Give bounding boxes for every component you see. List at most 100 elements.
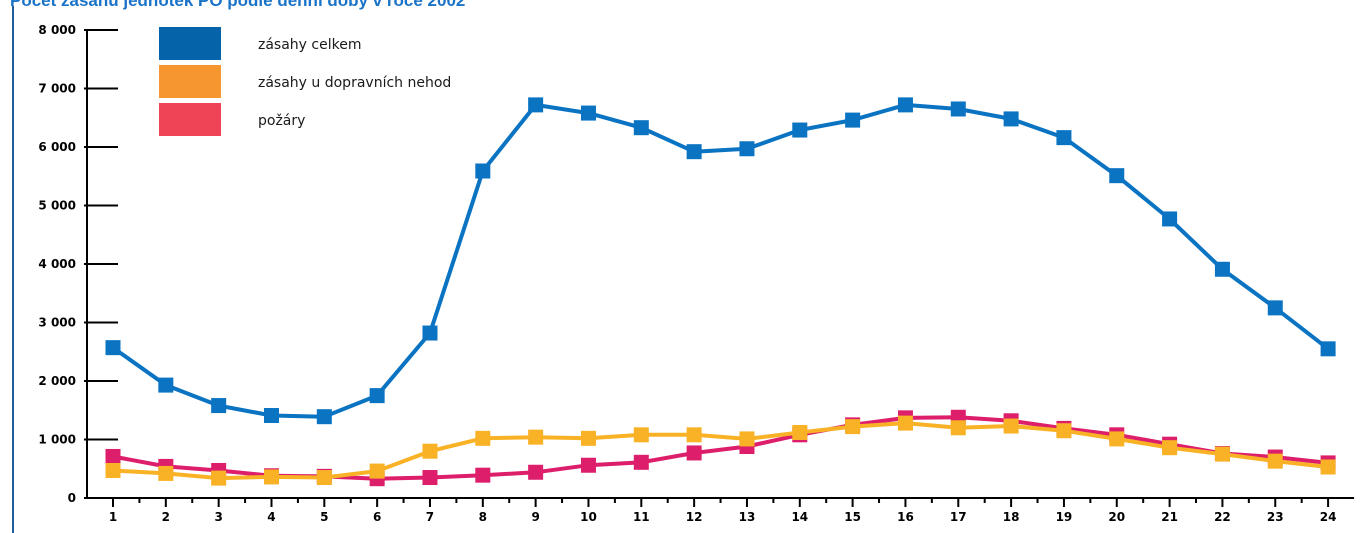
- data-point: [686, 144, 702, 160]
- series-line: [111, 102, 1330, 419]
- data-point: [1267, 453, 1283, 469]
- data-point: [369, 463, 385, 479]
- data-point: [845, 112, 861, 128]
- data-point: [950, 101, 966, 117]
- x-tick-label: 9: [531, 510, 539, 524]
- data-point: [1109, 431, 1125, 447]
- x-tick-label: 12: [686, 510, 703, 524]
- series-1: [105, 97, 1336, 425]
- data-point: [528, 429, 544, 445]
- data-point: [1003, 111, 1019, 127]
- x-tick-label: 18: [1003, 510, 1020, 524]
- data-point: [580, 105, 596, 121]
- left-border-rule: [12, 6, 14, 533]
- data-point: [1267, 300, 1283, 316]
- data-point: [105, 463, 121, 479]
- y-tick-label: 3 000: [38, 316, 76, 330]
- data-point: [475, 163, 491, 179]
- x-tick-label: 3: [214, 510, 222, 524]
- data-point: [528, 464, 544, 480]
- data-point: [1214, 446, 1230, 462]
- x-tick-label: 5: [320, 510, 328, 524]
- series-layer: [105, 97, 1336, 487]
- data-point: [686, 445, 702, 461]
- legend: zásahy celkem zásahy u dopravních nehod po…: [159, 27, 451, 136]
- data-point: [739, 141, 755, 157]
- y-tick-label: 2 000: [38, 374, 76, 388]
- x-tick-label: 16: [897, 510, 914, 524]
- legend-label: požáry: [258, 113, 305, 129]
- data-point: [528, 97, 544, 113]
- y-tick-label: 1 000: [38, 433, 76, 447]
- y-tick-label: 7 000: [38, 82, 76, 96]
- data-point: [1162, 440, 1178, 456]
- y-tick-label: 0: [68, 491, 76, 505]
- x-tick-label: 4: [267, 510, 275, 524]
- data-point: [686, 427, 702, 443]
- y-tick-label: 5 000: [38, 199, 76, 213]
- data-point: [475, 467, 491, 483]
- data-point: [105, 340, 121, 356]
- x-tick-label: 21: [1161, 510, 1178, 524]
- x-tick-label: 11: [633, 510, 650, 524]
- y-tick-label: 6 000: [38, 140, 76, 154]
- x-tick-label: 22: [1214, 510, 1231, 524]
- data-point: [263, 469, 279, 485]
- data-point: [1056, 130, 1072, 146]
- data-point: [633, 120, 649, 136]
- data-point: [105, 448, 121, 464]
- x-tick-label: 14: [791, 510, 808, 524]
- data-point: [1109, 168, 1125, 184]
- data-point: [633, 427, 649, 443]
- x-tick-label: 23: [1267, 510, 1284, 524]
- x-tick-label: 2: [162, 510, 170, 524]
- data-point: [792, 424, 808, 440]
- data-point: [1056, 423, 1072, 439]
- x-tick-label: 1: [109, 510, 117, 524]
- data-point: [739, 431, 755, 447]
- data-point: [845, 419, 861, 435]
- data-point: [422, 325, 438, 341]
- series-line: [112, 421, 1329, 481]
- data-point: [1162, 211, 1178, 227]
- data-point: [316, 409, 332, 425]
- series-2: [105, 415, 1336, 486]
- data-point: [1320, 459, 1336, 475]
- axes: 0 1 000 2 000 3 000 4 000 5 000 6 000 7 000 8 00…: [38, 23, 1355, 524]
- data-point: [633, 454, 649, 470]
- data-point: [211, 398, 227, 414]
- x-tick-label: 20: [1108, 510, 1125, 524]
- legend-label: zásahy celkem: [258, 37, 361, 53]
- data-point: [1214, 261, 1230, 277]
- data-point: [422, 470, 438, 486]
- x-tick-label: 17: [950, 510, 967, 524]
- data-point: [263, 408, 279, 424]
- y-tick-label: 8 000: [38, 23, 76, 37]
- data-point: [792, 122, 808, 138]
- x-tick-label: 7: [426, 510, 434, 524]
- data-point: [211, 470, 227, 486]
- data-point: [422, 443, 438, 459]
- data-point: [475, 430, 491, 446]
- data-point: [316, 470, 332, 486]
- legend-swatch: [159, 103, 221, 136]
- legend-label: zásahy u dopravních nehod: [258, 75, 451, 91]
- data-point: [1003, 418, 1019, 434]
- chart-title: Počet zásahů jednotek PO podle denní dob…: [10, 0, 466, 10]
- y-tick-label: 4 000: [38, 257, 76, 271]
- x-tick-label: 19: [1056, 510, 1073, 524]
- x-tick-label: 13: [739, 510, 756, 524]
- x-tick-label: 24: [1320, 510, 1337, 524]
- series-line: [112, 415, 1329, 481]
- legend-swatch: [159, 65, 221, 98]
- data-point: [897, 97, 913, 113]
- x-tick-label: 8: [479, 510, 487, 524]
- x-tick-label: 15: [844, 510, 861, 524]
- data-point: [897, 415, 913, 431]
- data-point: [580, 457, 596, 473]
- x-tick-label: 6: [373, 510, 381, 524]
- x-tick-label: 10: [580, 510, 597, 524]
- legend-swatch: [159, 27, 221, 60]
- data-point: [950, 420, 966, 436]
